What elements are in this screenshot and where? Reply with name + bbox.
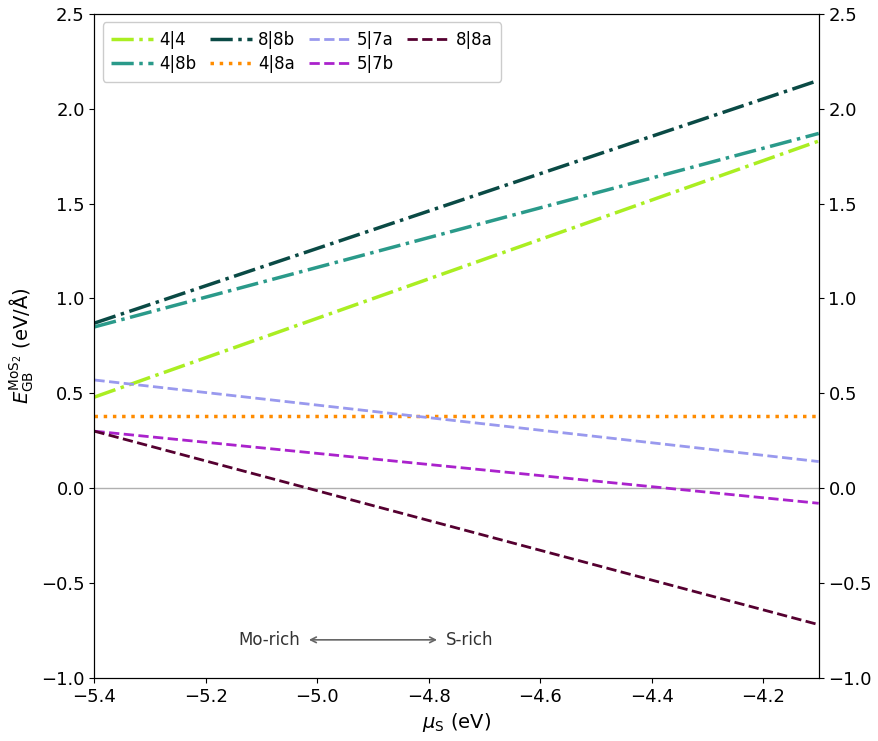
Y-axis label: $E_{\mathrm{GB}}^{\mathrm{MoS_2}}$ (eV/Å): $E_{\mathrm{GB}}^{\mathrm{MoS_2}}$ (eV/Å… (7, 288, 35, 404)
X-axis label: $\mu_{\mathrm{S}}$ (eV): $\mu_{\mathrm{S}}$ (eV) (421, 711, 491, 734)
Text: S-rich: S-rich (445, 631, 493, 649)
Text: Mo-rich: Mo-rich (239, 631, 300, 649)
Legend: 4|4, 4|8b, 8|8b, 4|8a, 5|7a, 5|7b, 8|8a: 4|4, 4|8b, 8|8b, 4|8a, 5|7a, 5|7b, 8|8a (103, 22, 500, 82)
